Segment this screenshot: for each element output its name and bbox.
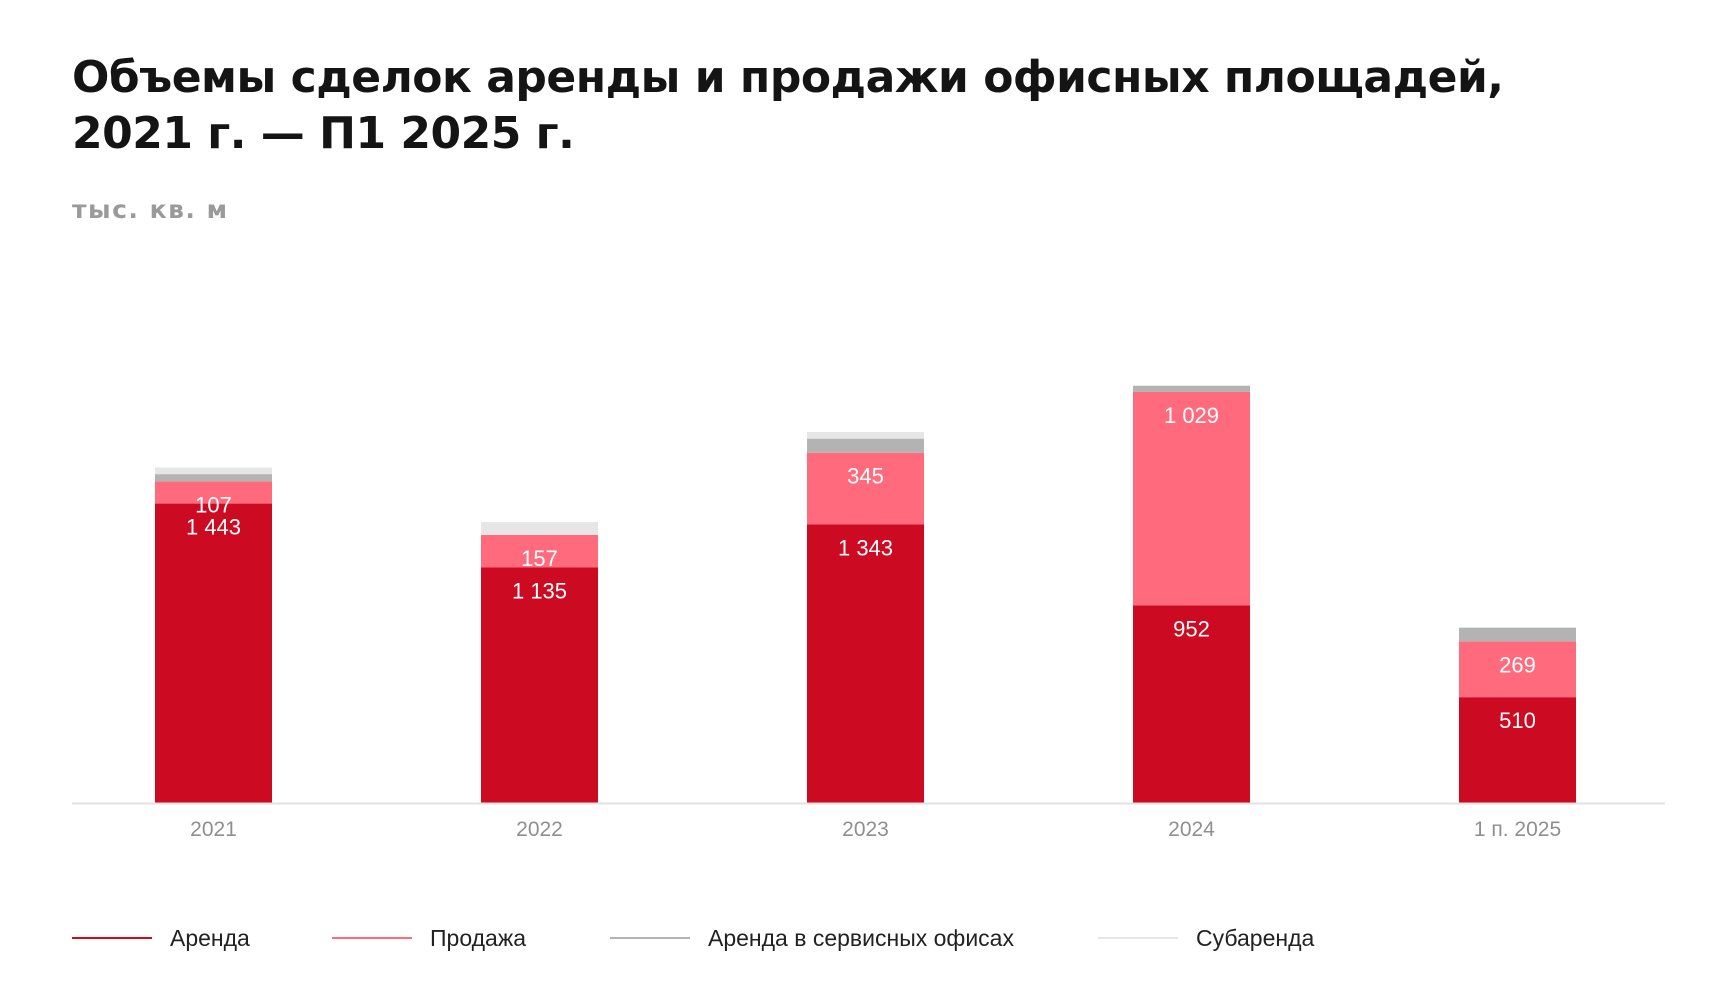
bar-segment-1-3 xyxy=(807,524,924,803)
bar-segment-4-1 xyxy=(155,467,272,475)
chart-legend: Аренда Продажа Аренда в сервисных офисах Су… xyxy=(0,920,1720,956)
legend-swatch xyxy=(72,937,152,939)
legend-item-1: Аренда xyxy=(72,920,250,956)
bar-segment-1-4 xyxy=(1133,605,1250,803)
data-label-1-1: 1 443 xyxy=(186,515,241,540)
chart-title-line-2: 2021 г. — П1 2025 г. xyxy=(72,108,575,159)
x-tick-label-4: 2024 xyxy=(1168,818,1215,841)
legend-item-2: Продажа xyxy=(332,920,526,956)
chart-title-line-1: Объемы сделок аренды и продажи офисных п… xyxy=(72,52,1504,103)
data-label-2-5: 269 xyxy=(1499,652,1536,677)
bar-segment-1-1 xyxy=(155,503,272,803)
bar-segment-1-2 xyxy=(481,567,598,803)
legend-label: Субаренда xyxy=(1196,924,1315,951)
legend-item-4: Субаренда xyxy=(1098,920,1314,956)
data-label-2-4: 1 029 xyxy=(1164,403,1219,428)
bar-segment-2-5 xyxy=(1459,641,1576,698)
legend-label: Продажа xyxy=(430,924,526,951)
bar-segment-3-4 xyxy=(1133,385,1250,392)
data-label-1-3: 1 343 xyxy=(838,535,893,560)
bar-segment-3-5 xyxy=(1459,627,1576,642)
legend-swatch xyxy=(610,937,690,939)
bar-segment-3-1 xyxy=(155,474,272,482)
bar-segment-3-3 xyxy=(807,438,924,453)
data-label-2-3: 345 xyxy=(847,464,884,489)
x-tick-label-3: 2023 xyxy=(842,818,889,841)
legend-swatch xyxy=(1098,937,1178,939)
legend-label: Аренда xyxy=(170,924,250,951)
data-label-2-1: 107 xyxy=(195,492,232,517)
bar-segment-2-4 xyxy=(1133,391,1250,606)
legend-item-3: Аренда в сервисных офисах xyxy=(610,920,1014,956)
legend-label: Аренда в сервисных офисах xyxy=(708,924,1014,951)
x-tick-label-1: 2021 xyxy=(190,818,237,841)
unit-label: тыс. кв. м xyxy=(72,195,229,224)
bar-segment-2-3 xyxy=(807,452,924,525)
bar-segment-2-2 xyxy=(481,534,598,568)
data-label-1-5: 510 xyxy=(1499,708,1536,733)
bar-segment-4-3 xyxy=(807,431,924,439)
bar-segment-2-1 xyxy=(155,481,272,504)
x-tick-label-2: 2022 xyxy=(516,818,563,841)
data-label-1-4: 952 xyxy=(1173,616,1210,641)
data-label-1-2: 1 135 xyxy=(512,578,567,603)
legend-swatch xyxy=(332,937,412,939)
data-label-2-2: 157 xyxy=(521,546,558,571)
x-tick-label-5: 1 п. 2025 xyxy=(1474,818,1561,841)
bar-segment-4-2 xyxy=(481,522,598,535)
bar-segment-1-5 xyxy=(1459,697,1576,803)
chart-title: Объемы сделок аренды и продажи офисных п… xyxy=(72,50,1572,162)
